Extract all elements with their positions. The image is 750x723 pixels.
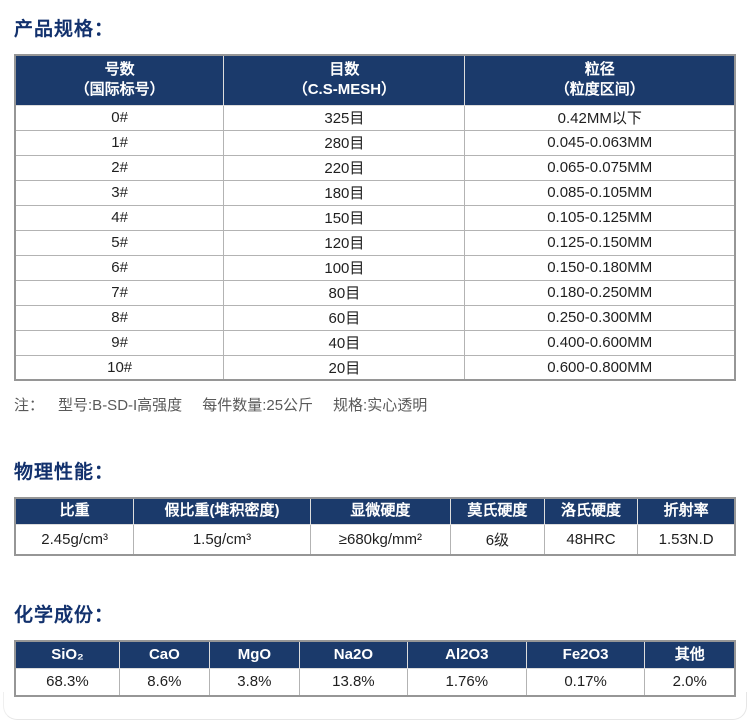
chemical-value-al2o3: 1.76% bbox=[406, 667, 527, 697]
chemical-header-al2o3: Al2O3 bbox=[406, 640, 527, 669]
chemical-value-cao: 8.6% bbox=[118, 667, 210, 697]
spec-header-mesh: 目数 （C.S-MESH） bbox=[223, 54, 466, 106]
physical-value-rockwell: 48HRC bbox=[543, 523, 639, 556]
chemical-header-cao: CaO bbox=[118, 640, 210, 669]
spec-cell-size: 0.045-0.063MM bbox=[464, 129, 736, 156]
chemical-header-na2o: Na2O bbox=[298, 640, 408, 669]
spec-note: 注： 型号:B-SD-I高强度 每件数量:25公斤 规格:实心透明 bbox=[14, 394, 736, 415]
chemical-title: 化学成份： bbox=[14, 605, 115, 626]
spec-note-quantity: 每件数量:25公斤 bbox=[202, 397, 314, 414]
spec-cell-mesh: 80目 bbox=[223, 279, 466, 306]
spec-cell-number: 8# bbox=[14, 304, 225, 331]
chemical-header-row: SiO₂ CaO MgO Na2O Al2O3 Fe2O3 其他 bbox=[14, 640, 736, 669]
chemical-value-sio2: 68.3% bbox=[14, 667, 120, 697]
spec-note-label: 注： bbox=[14, 397, 45, 414]
spec-cell-size: 0.400-0.600MM bbox=[464, 329, 736, 356]
chemical-value-mgo: 3.8% bbox=[208, 667, 300, 697]
spec-row: 3# 180目 0.085-0.105MM bbox=[14, 179, 736, 206]
physical-header-micro-hardness: 显微硬度 bbox=[309, 497, 452, 525]
spec-row: 5# 120目 0.125-0.150MM bbox=[14, 229, 736, 256]
spec-row: 7# 80目 0.180-0.250MM bbox=[14, 279, 736, 306]
spec-cell-number: 4# bbox=[14, 204, 225, 231]
chemical-table: SiO₂ CaO MgO Na2O Al2O3 Fe2O3 其他 68.3% 8… bbox=[14, 640, 736, 697]
physical-title: 物理性能： bbox=[14, 462, 115, 483]
chemical-value-row: 68.3% 8.6% 3.8% 13.8% 1.76% 0.17% 2.0% bbox=[14, 667, 736, 697]
spec-cell-mesh: 60目 bbox=[223, 304, 466, 331]
physical-value-mohs: 6级 bbox=[450, 523, 545, 556]
spec-cell-size: 0.180-0.250MM bbox=[464, 279, 736, 306]
spec-cell-size: 0.105-0.125MM bbox=[464, 204, 736, 231]
spec-cell-size: 0.600-0.800MM bbox=[464, 354, 736, 381]
spec-cell-mesh: 280目 bbox=[223, 129, 466, 156]
product-spec-title: 产品规格： bbox=[14, 19, 115, 40]
spec-cell-size: 0.42MM以下 bbox=[464, 104, 736, 131]
spec-cell-mesh: 180目 bbox=[223, 179, 466, 206]
spec-row: 0# 325目 0.42MM以下 bbox=[14, 104, 736, 131]
spec-cell-size: 0.125-0.150MM bbox=[464, 229, 736, 256]
physical-header-bulk-density: 假比重(堆积密度) bbox=[133, 497, 311, 525]
spec-cell-number: 3# bbox=[14, 179, 225, 206]
spec-table: 号数 （国际标号） 目数 （C.S-MESH） 粒径 （粒度区间） 0# bbox=[14, 54, 736, 381]
chemical-value-na2o: 13.8% bbox=[298, 667, 408, 697]
spec-row: 9# 40目 0.400-0.600MM bbox=[14, 329, 736, 356]
product-spec-page: 产品规格： 号数 （国际标号） 目数 （C.S-MESH） 粒径 （粒度区间） bbox=[14, 14, 736, 697]
section-physical-properties: 物理性能： 比重 假比重(堆积密度) 显微硬度 莫氏硬度 洛氏硬度 折射率 2.… bbox=[14, 457, 736, 556]
spec-header-size: 粒径 （粒度区间） bbox=[464, 54, 736, 106]
physical-header-rockwell: 洛氏硬度 bbox=[543, 497, 639, 525]
physical-header-row: 比重 假比重(堆积密度) 显微硬度 莫氏硬度 洛氏硬度 折射率 bbox=[14, 497, 736, 525]
physical-header-mohs: 莫氏硬度 bbox=[450, 497, 545, 525]
spec-cell-mesh: 20目 bbox=[223, 354, 466, 381]
physical-value-refractive: 1.53N.D bbox=[637, 523, 736, 556]
section-chemical-composition: 化学成份： SiO₂ CaO MgO Na2O Al2O3 Fe2O3 其他 6… bbox=[14, 600, 736, 697]
spec-row: 1# 280目 0.045-0.063MM bbox=[14, 129, 736, 156]
spec-cell-size: 0.150-0.180MM bbox=[464, 254, 736, 281]
spec-cell-mesh: 40目 bbox=[223, 329, 466, 356]
spec-cell-size: 0.250-0.300MM bbox=[464, 304, 736, 331]
chemical-value-fe2o3: 0.17% bbox=[525, 667, 646, 697]
physical-header-density: 比重 bbox=[14, 497, 135, 525]
chemical-header-sio2: SiO₂ bbox=[14, 640, 120, 669]
spec-cell-number: 6# bbox=[14, 254, 225, 281]
spec-cell-mesh: 100目 bbox=[223, 254, 466, 281]
physical-value-row: 2.45g/cm³ 1.5g/cm³ ≥680kg/mm² 6级 48HRC 1… bbox=[14, 523, 736, 556]
chemical-value-other: 2.0% bbox=[644, 667, 736, 697]
physical-value-density: 2.45g/cm³ bbox=[14, 523, 135, 556]
spec-cell-number: 1# bbox=[14, 129, 225, 156]
spec-header-row: 号数 （国际标号） 目数 （C.S-MESH） 粒径 （粒度区间） bbox=[14, 54, 736, 106]
spec-row: 10# 20目 0.600-0.800MM bbox=[14, 354, 736, 381]
spec-cell-number: 0# bbox=[14, 104, 225, 131]
section-product-spec: 产品规格： 号数 （国际标号） 目数 （C.S-MESH） 粒径 （粒度区间） bbox=[14, 14, 736, 415]
spec-cell-size: 0.085-0.105MM bbox=[464, 179, 736, 206]
spec-cell-mesh: 120目 bbox=[223, 229, 466, 256]
spec-row: 8# 60目 0.250-0.300MM bbox=[14, 304, 736, 331]
spec-cell-number: 10# bbox=[14, 354, 225, 381]
chemical-header-fe2o3: Fe2O3 bbox=[525, 640, 646, 669]
spec-note-model: 型号:B-SD-I高强度 bbox=[58, 397, 183, 414]
spec-cell-mesh: 220目 bbox=[223, 154, 466, 181]
physical-header-refractive: 折射率 bbox=[637, 497, 736, 525]
spec-header-number: 号数 （国际标号） bbox=[14, 54, 225, 106]
spec-cell-number: 5# bbox=[14, 229, 225, 256]
chemical-header-other: 其他 bbox=[644, 640, 736, 669]
spec-cell-mesh: 150目 bbox=[223, 204, 466, 231]
spec-cell-number: 9# bbox=[14, 329, 225, 356]
spec-cell-size: 0.065-0.075MM bbox=[464, 154, 736, 181]
spec-cell-number: 2# bbox=[14, 154, 225, 181]
physical-table: 比重 假比重(堆积密度) 显微硬度 莫氏硬度 洛氏硬度 折射率 2.45g/cm… bbox=[14, 497, 736, 556]
physical-value-bulk-density: 1.5g/cm³ bbox=[133, 523, 311, 556]
spec-row: 6# 100目 0.150-0.180MM bbox=[14, 254, 736, 281]
spec-note-spec: 规格:实心透明 bbox=[333, 397, 428, 414]
spec-row: 4# 150目 0.105-0.125MM bbox=[14, 204, 736, 231]
physical-value-micro-hardness: ≥680kg/mm² bbox=[309, 523, 452, 556]
spec-cell-mesh: 325目 bbox=[223, 104, 466, 131]
spec-row: 2# 220目 0.065-0.075MM bbox=[14, 154, 736, 181]
spec-cell-number: 7# bbox=[14, 279, 225, 306]
chemical-header-mgo: MgO bbox=[208, 640, 300, 669]
